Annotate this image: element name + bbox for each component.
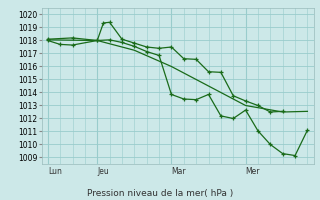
Text: Pression niveau de la mer( hPa ): Pression niveau de la mer( hPa ) bbox=[87, 189, 233, 198]
Text: Mer: Mer bbox=[246, 167, 260, 176]
Text: Mar: Mar bbox=[172, 167, 186, 176]
Text: Jeu: Jeu bbox=[97, 167, 109, 176]
Text: Lun: Lun bbox=[48, 167, 62, 176]
